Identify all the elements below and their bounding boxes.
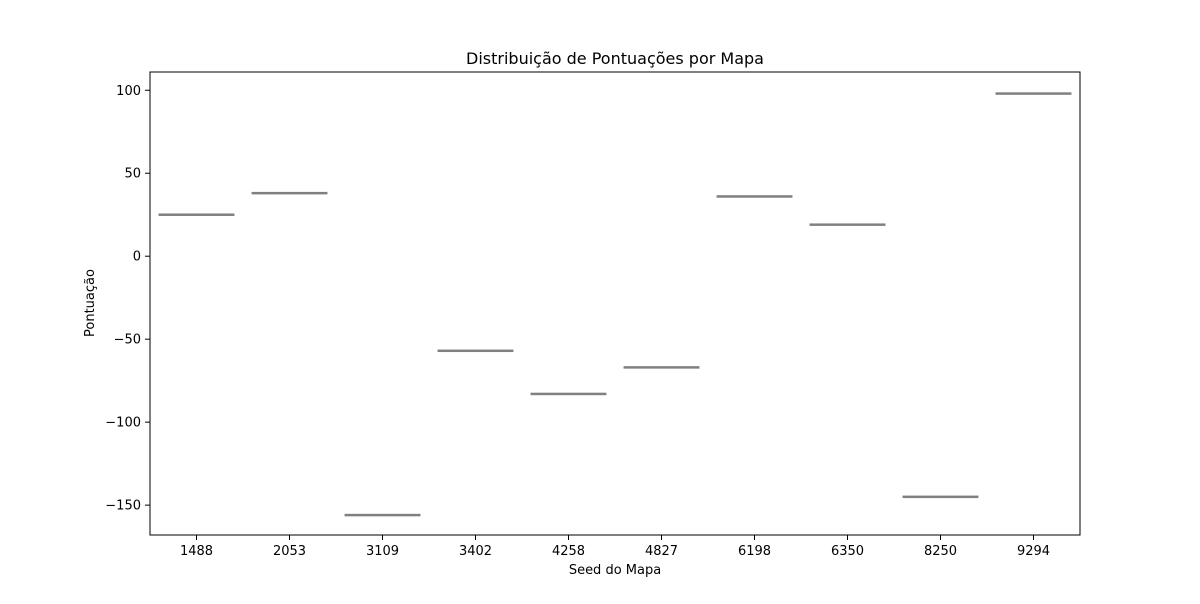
box-3402 [437,349,514,353]
y-axis-label: Pontuação [83,269,98,337]
box-4258 [530,392,607,396]
box-6350 [809,223,886,226]
box-3109 [344,513,421,517]
plot-frame [149,71,1081,536]
y-tick-label: −100 [105,416,141,431]
box-2053 [251,191,328,195]
y-tick-label: −150 [105,499,141,514]
x-tick-label: 1488 [180,544,213,559]
y-tick-label: 0 [133,250,141,265]
box-8250 [902,495,979,499]
x-tick-label: 3402 [459,544,492,559]
y-tick-label: 100 [116,84,141,99]
plot-area [149,71,1081,536]
x-tick-label: 3109 [366,544,399,559]
chart-title: Distribuição de Pontuações por Mapa [466,49,764,68]
x-tick-label: 6350 [831,544,864,559]
x-axis: 1488 2053 3109 3402 4258 4827 6198 6350 8250 9294 [180,535,1050,559]
x-tick-label: 4258 [552,544,585,559]
x-tick-label: 8250 [924,544,957,559]
x-axis-label: Seed do Mapa [569,563,661,578]
x-tick-label: 2053 [273,544,306,559]
y-tick-label: −50 [114,333,141,348]
x-tick-label: 6198 [738,544,771,559]
box-1488 [158,213,235,216]
x-tick-label: 9294 [1017,544,1050,559]
box-9294 [995,92,1072,95]
box-4827 [623,366,700,369]
y-tick-label: 50 [124,167,141,182]
x-tick-label: 4827 [645,544,678,559]
box-6198 [716,195,793,198]
y-axis: 100 50 0 −50 −100 −150 [105,84,150,514]
